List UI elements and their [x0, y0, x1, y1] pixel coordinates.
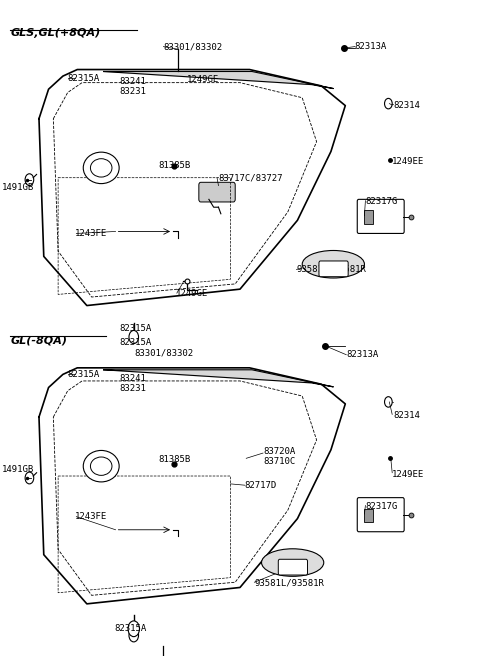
- Text: 81385B: 81385B: [158, 162, 191, 170]
- Ellipse shape: [302, 250, 364, 278]
- Text: 82313A: 82313A: [355, 42, 387, 51]
- Text: 82313A: 82313A: [346, 350, 379, 359]
- Text: 93581L/93581R: 93581L/93581R: [297, 265, 366, 274]
- Text: 82717D: 82717D: [245, 482, 277, 490]
- Ellipse shape: [262, 549, 324, 576]
- Text: 83301/83302: 83301/83302: [163, 42, 223, 51]
- Ellipse shape: [83, 451, 119, 482]
- Text: 1491GB: 1491GB: [1, 465, 34, 474]
- Ellipse shape: [83, 152, 119, 183]
- Text: 1491GB: 1491GB: [1, 183, 34, 192]
- Text: 1243FE: 1243FE: [75, 512, 107, 521]
- Text: 1243FE: 1243FE: [75, 229, 107, 238]
- FancyBboxPatch shape: [319, 261, 348, 277]
- FancyBboxPatch shape: [357, 497, 404, 532]
- FancyBboxPatch shape: [278, 559, 308, 575]
- Text: 83710C: 83710C: [263, 457, 295, 466]
- Text: 1249EE: 1249EE: [392, 470, 424, 478]
- Circle shape: [129, 629, 139, 642]
- Text: 83231: 83231: [120, 384, 146, 393]
- Circle shape: [128, 621, 140, 637]
- Bar: [364, 509, 373, 522]
- Text: 82315A: 82315A: [68, 370, 100, 379]
- Text: 82317G: 82317G: [365, 503, 397, 511]
- Text: GLS,GL(+8QA): GLS,GL(+8QA): [10, 28, 100, 38]
- Text: 82315A: 82315A: [120, 324, 152, 333]
- Circle shape: [129, 330, 139, 344]
- Polygon shape: [104, 370, 333, 387]
- Polygon shape: [104, 72, 333, 89]
- Text: GL(-8QA): GL(-8QA): [10, 335, 67, 345]
- FancyBboxPatch shape: [199, 182, 235, 202]
- FancyBboxPatch shape: [357, 199, 404, 233]
- Text: 82315A: 82315A: [68, 74, 100, 83]
- Text: 83717C/83727: 83717C/83727: [218, 173, 283, 182]
- Text: 83231: 83231: [120, 87, 146, 96]
- Text: 83720A: 83720A: [263, 447, 295, 456]
- Text: 83241: 83241: [120, 374, 146, 384]
- Text: 82315A: 82315A: [115, 623, 147, 633]
- Text: 82315A: 82315A: [120, 338, 152, 348]
- Text: 1249GE: 1249GE: [187, 75, 220, 84]
- Text: 82317G: 82317G: [365, 198, 397, 206]
- Text: 81385B: 81385B: [158, 455, 191, 464]
- Bar: [364, 210, 373, 223]
- Text: 83241: 83241: [120, 78, 146, 87]
- Text: 93581L/93581R: 93581L/93581R: [254, 578, 324, 587]
- Text: 83301/83302: 83301/83302: [135, 348, 194, 357]
- Text: 82314: 82314: [393, 101, 420, 110]
- Ellipse shape: [90, 457, 112, 476]
- Text: 1249GE: 1249GE: [175, 289, 208, 298]
- Ellipse shape: [90, 159, 112, 177]
- Text: 82314: 82314: [393, 411, 420, 420]
- Text: 1249EE: 1249EE: [392, 157, 424, 166]
